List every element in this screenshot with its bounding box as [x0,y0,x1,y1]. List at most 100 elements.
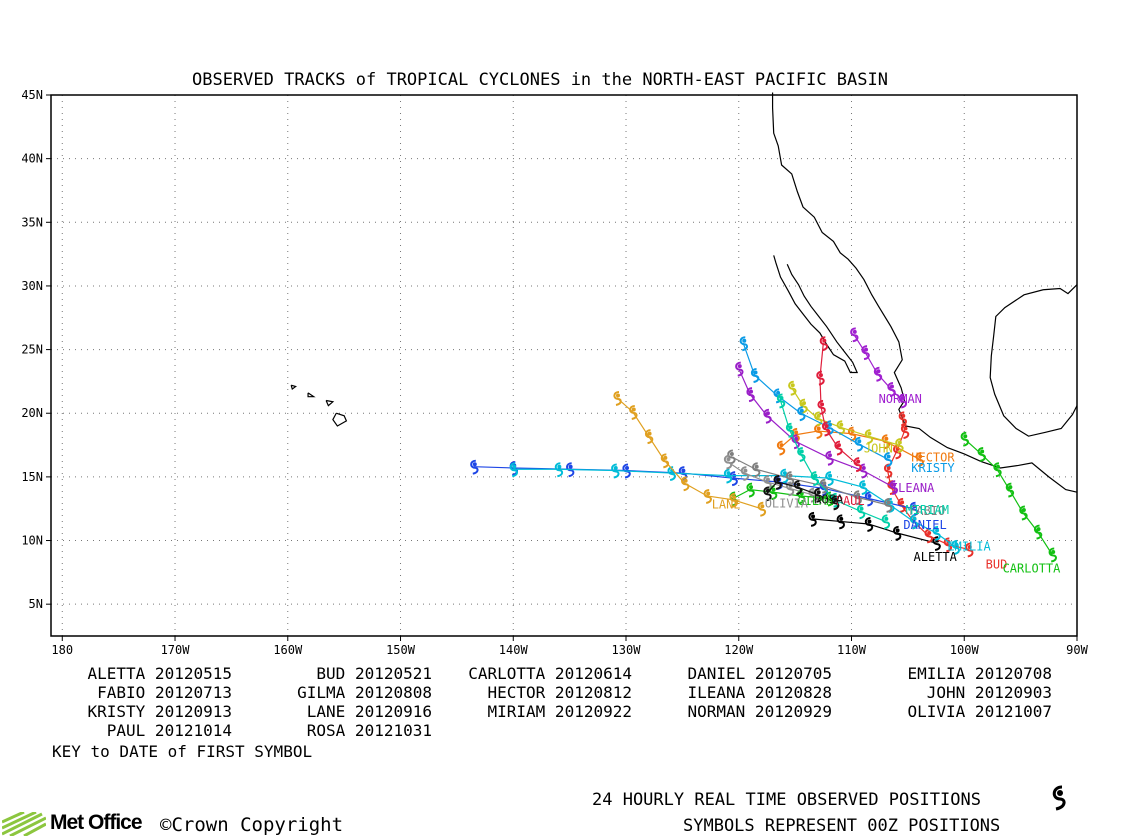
cyclone-symbol-icon [613,390,622,406]
cyclone-symbol-icon [859,480,868,496]
storm-label: FABIO [909,504,945,518]
symbol-eye [765,488,770,493]
symbol-swirl [924,528,933,544]
symbol-swirl [883,463,893,479]
symbol-eye [782,471,787,476]
cyclone-symbol-icon [740,466,750,482]
symbol-swirl [810,471,820,487]
symbol-swirl [825,471,834,487]
symbol-eye [827,473,832,478]
storm-label: EMILIA [947,540,991,554]
symbol-eye [918,454,923,459]
cyclone-symbol-icon [883,452,893,468]
symbol-eye [512,464,517,469]
storm-label: NORMAN [879,392,922,406]
symbol-swirl [951,539,960,555]
symbol-eye [557,464,562,469]
symbol-eye [859,506,864,511]
cyclone-symbol-icon [703,488,712,504]
tick-label-lon: 160W [273,643,303,657]
cyclone-symbol-icon [873,366,883,382]
cyclone-symbol-icon [817,399,826,415]
symbol-eye [833,497,838,502]
grid-lines [51,95,1077,636]
symbol-swirl [883,497,893,513]
cyclone-symbol-icon [881,514,891,530]
cyclone-symbol-icon [776,440,786,456]
cyclone-symbol-icon [1019,505,1028,521]
cyclone-symbol-icon [611,463,620,479]
symbol-swirl [932,525,941,541]
symbol-swirl [788,380,797,396]
symbol-eye [749,485,754,490]
track-rosa [763,474,840,511]
storm-label: ROSA [814,493,844,507]
symbol-swirl [960,431,970,447]
island-hawaii [332,412,348,427]
track-lane [613,390,767,517]
footer-line-2: SYMBOLS REPRESENT 00Z POSITIONS [683,816,1001,836]
cyclone-symbol-icon [853,490,862,506]
symbol-swirl [729,492,738,508]
storm-label: OLIVIA [765,496,809,510]
symbol-eye [876,369,881,374]
symbol-eye [647,431,652,436]
key-entry: KRISTY 20120913 [87,702,233,721]
tick-label-lat: 20N [21,406,43,420]
symbol-eye [706,491,711,496]
cyclone-symbol-icon [909,501,919,517]
tick-label-lat: 35N [21,215,43,229]
cyclone-symbol-icon [757,501,767,517]
symbol-swirl [825,491,834,507]
track-line [616,397,762,510]
symbol-swirl [853,457,862,473]
storm-label: KRISTY [911,461,955,475]
symbol-eye [683,478,688,483]
cyclone-symbol-icon [861,345,870,361]
symbol-swirl [613,390,622,406]
cyclone-symbol-icon [793,480,803,496]
symbol-swirl [750,368,760,384]
key-heading: KEY to DATE of FIRST SYMBOL [52,742,313,761]
symbol-eye [884,516,889,521]
key-entry: OLIVIA 20121007 [907,702,1053,721]
key-entry: DANIEL 20120705 [687,664,833,683]
storm-tracks [470,327,1057,563]
symbol-eye [901,396,906,401]
cyclone-symbol-icon [898,411,907,427]
symbol-eye [824,424,829,429]
symbol-swirl [1019,505,1028,521]
cyclone-symbol-icon [1052,785,1066,811]
symbol-swirl [703,488,712,504]
storm-label: LANE [712,498,741,512]
symbol-swirl [898,411,907,427]
storm-label: DANIEL [903,518,946,532]
symbol-eye [788,473,793,478]
cyclone-symbol-icon [723,468,733,484]
cyclone-symbol-icon [727,449,736,465]
cyclone-symbol-icon [836,514,845,530]
key-entry: CARLOTTA 20120614 [468,664,632,683]
symbol-eye [681,468,686,473]
symbol-eye [1021,508,1026,513]
symbol-swirl [752,462,761,478]
symbol-eye [889,384,894,389]
key-entry: NORMAN 20120929 [687,702,833,721]
cyclone-symbol-icon [909,514,919,530]
cyclone-symbol-icon [729,492,738,508]
cyclone-symbol-icon [746,482,755,498]
symbol-swirl [723,454,733,470]
symbol-eye [794,430,799,435]
symbol-eye [886,500,891,505]
tick-label-lat: 30N [21,279,43,293]
symbol-eye [753,370,758,375]
cyclone-symbol-icon [763,486,772,502]
key-entry: LANE 20120916 [306,702,432,721]
symbol-swirl [819,336,829,352]
symbol-swirl [729,471,738,487]
cyclone-symbol-icon [470,459,479,475]
symbol-swirl [808,511,817,527]
symbol-swirl [735,361,744,377]
storm-label: ALETTA [914,550,958,564]
